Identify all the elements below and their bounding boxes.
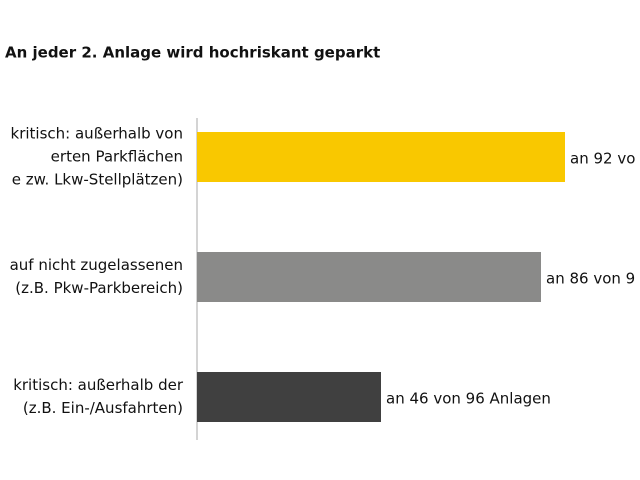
category-label: (z.B. Pkw-Parkbereich) [15,279,183,297]
bar [197,252,541,302]
category-label: (z.B. Ein-/Ausfahrten) [23,399,183,417]
value-label: an 86 von 9 [546,270,635,288]
bar [197,132,565,182]
category-label: erten Parkflächen [51,148,183,166]
chart-title: An jeder 2. Anlage wird hochriskant gepa… [5,44,380,62]
category-label: kritisch: außerhalb der [13,376,184,394]
value-label: an 92 vo [570,150,635,168]
value-label: an 46 von 96 Anlagen [386,390,551,408]
category-label: kritisch: außerhalb von [11,125,183,143]
bar [197,372,381,422]
category-label: auf nicht zugelassenen [10,256,183,274]
category-label: e zw. Lkw-Stellplätzen) [12,171,183,189]
